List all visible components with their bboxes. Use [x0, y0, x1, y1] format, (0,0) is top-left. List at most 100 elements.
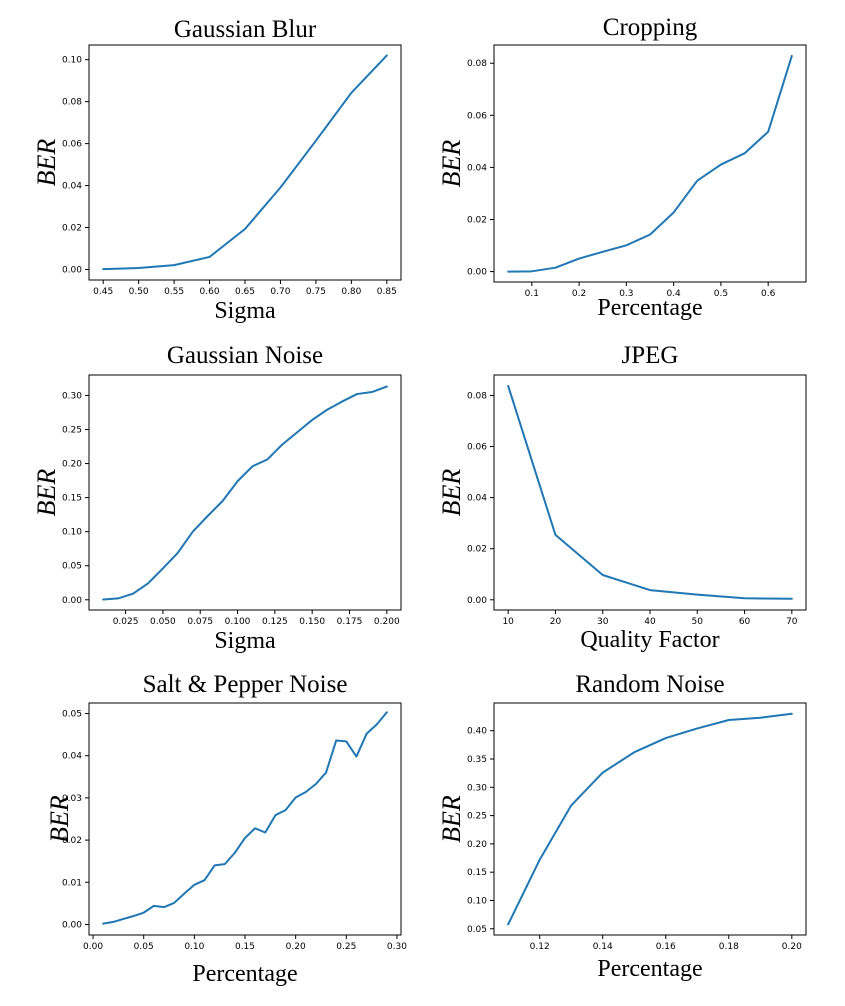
y-tick-label: 0.00: [62, 920, 82, 930]
y-axis-label: BER: [32, 469, 61, 517]
y-tick-label: 0.08: [62, 98, 82, 108]
series-line: [102, 711, 388, 925]
y-axis-label: BER: [437, 140, 466, 188]
y-tick-label: 0.00: [62, 596, 82, 606]
x-tick-label: 60: [739, 617, 751, 627]
plot-frame: [493, 702, 807, 936]
x-tick-label: 0.1: [525, 289, 539, 299]
y-tick-label: 0.01: [62, 878, 82, 888]
y-tick-label: 0.30: [467, 783, 487, 793]
y-axis-label: BER: [45, 795, 74, 843]
chart-title: Gaussian Noise: [167, 342, 323, 369]
y-tick-label: 0.04: [62, 182, 82, 192]
y-tick-label: 0.00: [467, 596, 487, 606]
x-tick-label: 0.150: [299, 617, 325, 627]
x-tick-label: 0.075: [187, 617, 213, 627]
y-tick-label: 0.06: [62, 140, 82, 150]
y-tick-label: 0.15: [467, 868, 487, 878]
y-tick-label: 0.40: [467, 727, 487, 737]
series-line: [507, 384, 793, 600]
x-tick-label: 0.4: [666, 289, 681, 299]
y-tick-label: 0.08: [467, 59, 487, 69]
y-tick-label: 0.35: [467, 755, 487, 765]
y-tick-label: 0.20: [467, 840, 487, 850]
chart-title: Random Noise: [575, 671, 724, 698]
x-tick-label: 0.20: [782, 942, 802, 952]
x-tick-label: 50: [692, 617, 704, 627]
x-tick-label: 0.00: [83, 942, 103, 952]
chart-panel-5: Salt & Pepper Noise 0.00 0.05 0.10 0.15 0.20 0…: [45, 671, 407, 987]
x-tick-label: 0.75: [306, 287, 326, 297]
plot-frame: [88, 374, 402, 611]
y-tick-label: 0.03: [62, 794, 82, 804]
series-line: [507, 712, 793, 926]
y-tick-label: 0.10: [62, 528, 82, 538]
series-line: [102, 385, 388, 601]
x-tick-label: 0.100: [225, 617, 251, 627]
x-tick-label: 0.025: [113, 617, 139, 627]
x-tick-label: 0.16: [656, 942, 676, 952]
plot-frame: [493, 44, 807, 283]
x-tick-label: 0.175: [337, 617, 363, 627]
y-axis-label: BER: [437, 795, 466, 843]
x-tick-label: 0.050: [150, 617, 176, 627]
chart-panel-2: Cropping 0.1 0.2 0.3 0.4 0.5 0.6 0.00 0.02 0.04 0.…: [437, 14, 807, 321]
x-tick-label: 0.2: [572, 289, 586, 299]
y-tick-label: 0.30: [62, 391, 82, 401]
x-tick-label: 0.20: [286, 942, 306, 952]
x-tick-label: 0.125: [262, 617, 288, 627]
y-tick-label: 0.00: [467, 268, 487, 278]
chart-panel-4: JPEG 10 20 30 40 50 60 70 0.00 0.02 0.04 0.06 0.08 Qu…: [437, 342, 807, 653]
x-tick-label: 70: [786, 617, 798, 627]
y-axis-label: BER: [32, 139, 61, 187]
x-tick-label: 20: [550, 617, 562, 627]
x-tick-label: 0.45: [93, 287, 113, 297]
chart-title: Salt & Pepper Noise: [143, 671, 348, 698]
x-tick-label: 0.80: [341, 287, 361, 297]
x-axis-label: Percentage: [597, 956, 702, 982]
chart-title: Cropping: [603, 14, 698, 41]
y-tick-label: 0.05: [467, 925, 487, 935]
y-tick-label: 0.10: [467, 896, 487, 906]
plot-frame: [88, 702, 402, 936]
chart-title: Gaussian Blur: [174, 16, 317, 43]
chart-panel-1: Gaussian Blur 0.45 0.50 0.55 0.60 0.65 0.70 0.7…: [32, 16, 402, 324]
x-tick-label: 0.6: [761, 289, 776, 299]
x-tick-label: 0.60: [200, 287, 220, 297]
x-tick-label: 0.85: [377, 287, 397, 297]
x-tick-label: 10: [502, 617, 514, 627]
y-tick-label: 0.05: [62, 710, 82, 720]
x-tick-label: 0.50: [129, 287, 149, 297]
x-axis-label: Quality Factor: [580, 627, 719, 653]
x-tick-label: 0.55: [164, 287, 184, 297]
x-tick-label: 0.25: [336, 942, 356, 952]
y-tick-label: 0.04: [467, 163, 487, 173]
y-tick-label: 0.02: [467, 545, 487, 555]
y-tick-label: 0.06: [467, 111, 487, 121]
y-tick-label: 0.04: [467, 494, 487, 504]
x-tick-label: 0.15: [235, 942, 255, 952]
x-tick-label: 0.14: [593, 942, 613, 952]
series-line: [507, 54, 793, 273]
y-tick-label: 0.02: [467, 215, 487, 225]
x-axis-label: Sigma: [214, 628, 276, 654]
y-tick-label: 0.00: [62, 266, 82, 276]
x-tick-label: 0.200: [374, 617, 400, 627]
x-axis-label: Sigma: [214, 298, 276, 324]
x-tick-label: 0.65: [235, 287, 255, 297]
y-tick-label: 0.02: [62, 836, 82, 846]
chart-panel-6: Random Noise 0.12 0.14 0.16 0.18 0.20 0.05 0.10…: [437, 671, 807, 982]
x-tick-label: 30: [597, 617, 609, 627]
x-axis-label: Percentage: [192, 961, 297, 987]
y-tick-label: 0.04: [62, 752, 82, 762]
y-tick-label: 0.10: [62, 56, 82, 66]
x-tick-label: 0.05: [134, 942, 154, 952]
y-tick-label: 0.02: [62, 224, 82, 234]
x-axis-label: Percentage: [597, 295, 702, 321]
series-line: [102, 54, 388, 271]
y-tick-label: 0.15: [62, 494, 82, 504]
x-tick-label: 40: [644, 617, 656, 627]
x-tick-label: 0.3: [619, 289, 633, 299]
chart-panel-3: Gaussian Noise 0.025 0.050 0.075 0.100 0.125 0…: [32, 342, 402, 654]
